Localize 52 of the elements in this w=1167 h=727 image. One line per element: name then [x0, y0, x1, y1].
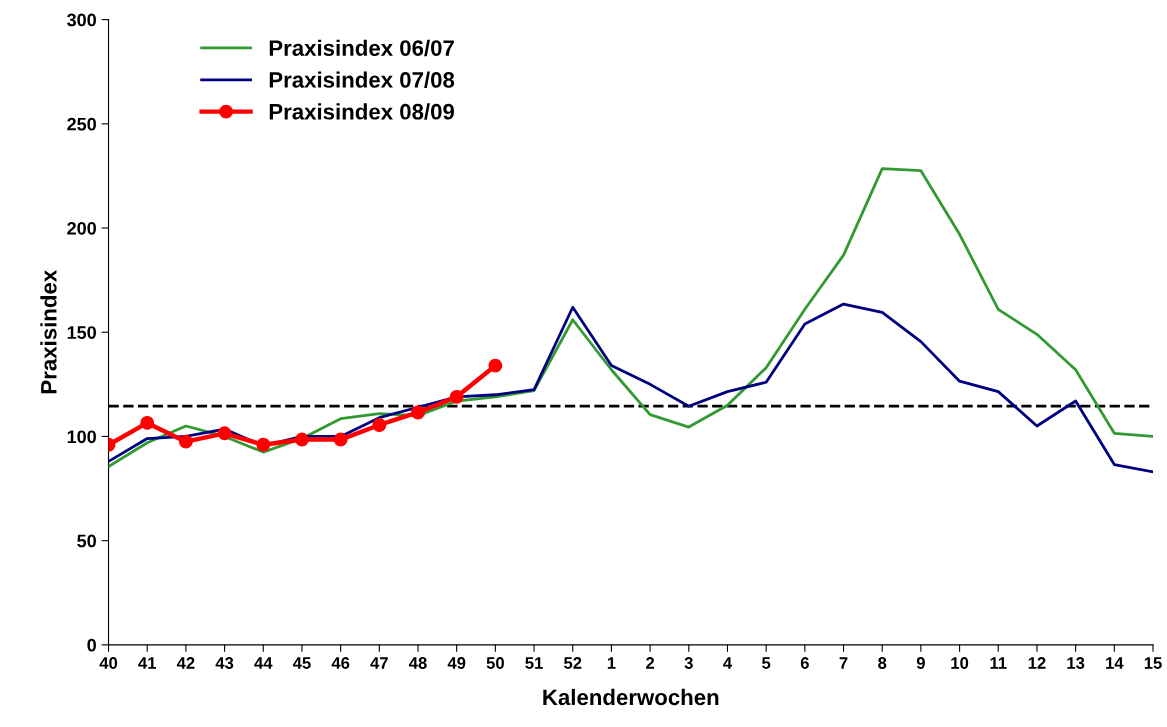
x-tick-label: 1 — [607, 657, 616, 669]
x-tick-label: 42 — [176, 657, 195, 669]
y-tick-label: 150 — [67, 326, 96, 339]
point — [295, 432, 309, 447]
x-tick-label: 2 — [646, 657, 655, 669]
x-tick-label: 50 — [486, 657, 504, 669]
x-tick-label: 40 — [99, 657, 118, 669]
legend-label: Praxisindex 07/08 — [269, 71, 455, 88]
x-tick-label: 13 — [1067, 657, 1085, 669]
x-tick-label: 51 — [525, 657, 543, 669]
x-tick-label: 46 — [331, 657, 350, 669]
line-series — [108, 167, 1153, 469]
point — [217, 426, 232, 441]
x-tick-label: 11 — [990, 657, 1007, 669]
y-tick-label: 0 — [87, 638, 96, 652]
x-tick-label: 43 — [215, 657, 234, 669]
x-tick-label: 4 — [723, 657, 733, 669]
x-tick-label: 5 — [762, 657, 771, 669]
x-tick-label: 41 — [138, 657, 157, 669]
point — [488, 358, 503, 373]
legend-label: Praxisindex 08/09 — [269, 103, 455, 120]
line-series — [108, 302, 1153, 474]
x-tick-label: 9 — [916, 657, 925, 669]
x-tick-label: 12 — [1028, 657, 1046, 669]
x-tick-label: 15 — [1144, 657, 1162, 669]
x-tick-label: 48 — [408, 657, 427, 669]
point — [140, 415, 155, 430]
point — [256, 437, 271, 452]
point — [372, 418, 387, 432]
x-tick-label: 10 — [951, 657, 969, 669]
x-tick-label: 3 — [684, 657, 693, 669]
legend-label: Praxisindex 06/07 — [269, 39, 454, 57]
x-axis-title: Kalenderwochen — [543, 688, 719, 706]
y-tick-label: 50 — [77, 534, 96, 548]
x-tick-label: 52 — [563, 657, 582, 669]
point — [411, 405, 425, 420]
x-tick-label: 6 — [800, 657, 809, 669]
y-tick-label: 300 — [67, 13, 96, 27]
y-tick-label: 100 — [67, 430, 96, 444]
x-tick-label: 8 — [878, 657, 887, 669]
x-tick-label: 14 — [1106, 657, 1124, 669]
point — [449, 389, 464, 404]
x-tick-label: 45 — [292, 657, 311, 669]
x-tick-label: 49 — [447, 657, 466, 669]
point — [333, 432, 348, 447]
x-tick-label: 7 — [839, 657, 848, 669]
y-tick-label: 250 — [67, 117, 96, 131]
point — [178, 434, 193, 449]
x-tick-label: 44 — [254, 657, 273, 669]
x-tick-label: 47 — [370, 657, 388, 669]
y-axis-title: Praxisindex — [40, 270, 57, 394]
y-tick-label: 200 — [67, 221, 96, 235]
